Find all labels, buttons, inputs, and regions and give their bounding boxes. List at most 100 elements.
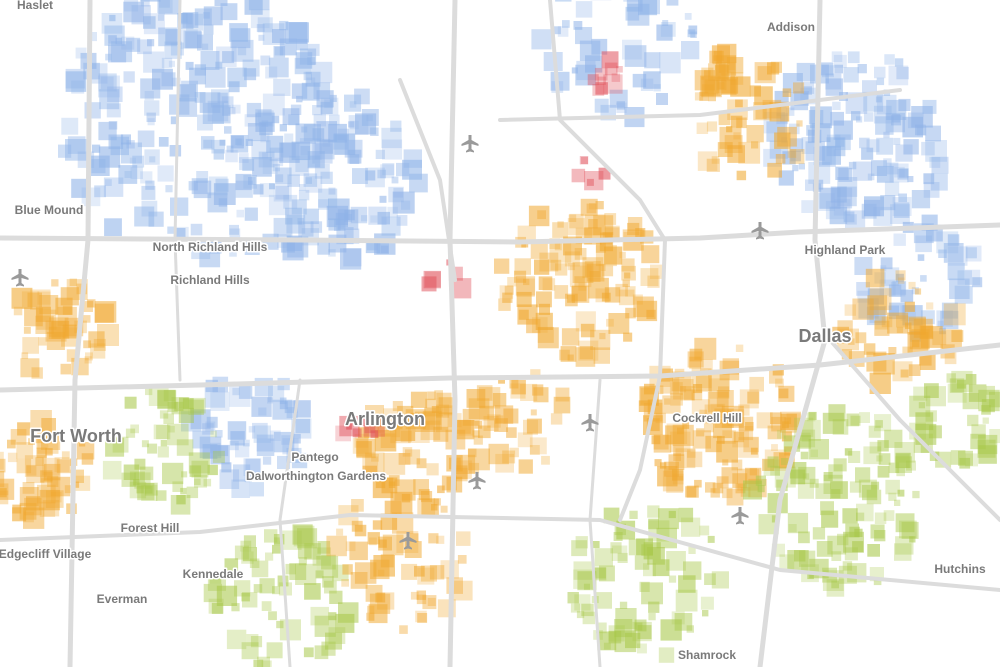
- dot-patch: [694, 479, 702, 488]
- dot-patch: [156, 490, 167, 501]
- dot-patch: [258, 34, 265, 41]
- dot-patch: [555, 263, 568, 276]
- dot-patch: [98, 121, 117, 141]
- dot-patch: [291, 418, 312, 439]
- dot-patch: [326, 535, 347, 557]
- dot-patch: [257, 656, 270, 667]
- dot-patch: [717, 75, 736, 94]
- dot-patch: [832, 101, 841, 111]
- dot-patch: [190, 409, 211, 430]
- dot-patch: [908, 364, 921, 376]
- dot-patch: [716, 476, 729, 489]
- dot-patch: [170, 116, 179, 125]
- dot-patch: [771, 444, 778, 451]
- dot-patch: [380, 164, 395, 179]
- dot-patch: [350, 572, 368, 589]
- dot-patch: [876, 455, 883, 462]
- dot-patch: [285, 207, 302, 225]
- dot-patch: [868, 425, 881, 438]
- dot-patch: [203, 478, 212, 487]
- dot-patch: [244, 0, 263, 15]
- dot-patch: [634, 619, 647, 632]
- dot-patch: [422, 595, 437, 610]
- dot-patch: [856, 503, 874, 522]
- dot-patch: [691, 389, 703, 401]
- dot-patch: [372, 520, 383, 530]
- dot-patch: [837, 320, 853, 336]
- dot-patch: [673, 379, 694, 400]
- dot-patch: [567, 592, 579, 604]
- dot-patch: [157, 390, 177, 410]
- dot-patch: [123, 71, 135, 83]
- dot-patch: [250, 9, 270, 29]
- dot-patch: [946, 373, 956, 383]
- dot-patch: [579, 156, 589, 165]
- dot-patch: [637, 625, 652, 640]
- dot-patch: [262, 23, 285, 45]
- dot-patch: [823, 472, 833, 482]
- dot-patch: [197, 114, 213, 131]
- dot-patch: [61, 327, 81, 347]
- dot-patch: [925, 125, 941, 142]
- dot-patch: [876, 94, 897, 115]
- dot-patch: [51, 491, 62, 503]
- dot-patch: [686, 451, 703, 468]
- dot-patch: [575, 64, 597, 86]
- dot-patch: [426, 463, 439, 476]
- dot-patch: [410, 391, 428, 408]
- dot-patch: [863, 343, 876, 355]
- dot-patch: [658, 647, 675, 663]
- dot-patch: [219, 469, 240, 489]
- dot-patch: [157, 446, 169, 458]
- dot-patch: [877, 440, 889, 452]
- dot-patch: [167, 402, 178, 413]
- dot-patch: [509, 447, 519, 458]
- dot-patch: [972, 277, 983, 288]
- dot-patch: [751, 141, 759, 149]
- dot-patch: [87, 63, 108, 84]
- dot-patch: [436, 412, 456, 433]
- dot-patch: [665, 425, 685, 445]
- dot-patch: [597, 76, 606, 85]
- dot-patch: [883, 158, 892, 167]
- dot-patch: [295, 52, 313, 69]
- dot-patch: [354, 88, 370, 105]
- dot-patch: [391, 428, 400, 438]
- dot-patch: [181, 471, 188, 478]
- dot-patch: [538, 276, 553, 290]
- dot-patch: [35, 435, 44, 444]
- dot-patch: [369, 537, 377, 546]
- dot-patch: [981, 399, 995, 413]
- dot-patch: [702, 610, 709, 617]
- dot-patch: [584, 171, 604, 191]
- dot-patch: [831, 51, 843, 62]
- dot-patch: [237, 46, 247, 56]
- airport-icon: [581, 414, 599, 432]
- dot-patch: [158, 137, 169, 147]
- dot-patch: [770, 465, 780, 476]
- dot-patch: [377, 169, 386, 179]
- dot-patch: [792, 165, 799, 172]
- dot-patch: [801, 432, 811, 442]
- dot-patch: [279, 401, 288, 410]
- dot-patch: [473, 435, 483, 445]
- dot-patch: [787, 149, 797, 158]
- dot-patch: [365, 405, 384, 424]
- dot-patch: [0, 488, 7, 498]
- dot-patch: [687, 449, 696, 458]
- road: [0, 513, 1000, 592]
- dot-patch: [207, 464, 218, 476]
- dot-patch: [944, 352, 957, 365]
- dot-patch: [170, 495, 191, 515]
- dot-patch: [775, 154, 786, 164]
- dot-patch: [295, 418, 310, 434]
- dot-patch: [336, 528, 344, 536]
- dot-patch: [243, 439, 250, 447]
- dot-patch: [965, 245, 982, 262]
- dot-patch: [594, 548, 613, 567]
- dot-patch: [328, 123, 347, 143]
- dot-patch: [625, 632, 641, 649]
- dot-patch: [408, 421, 430, 443]
- dot-patch: [251, 140, 271, 160]
